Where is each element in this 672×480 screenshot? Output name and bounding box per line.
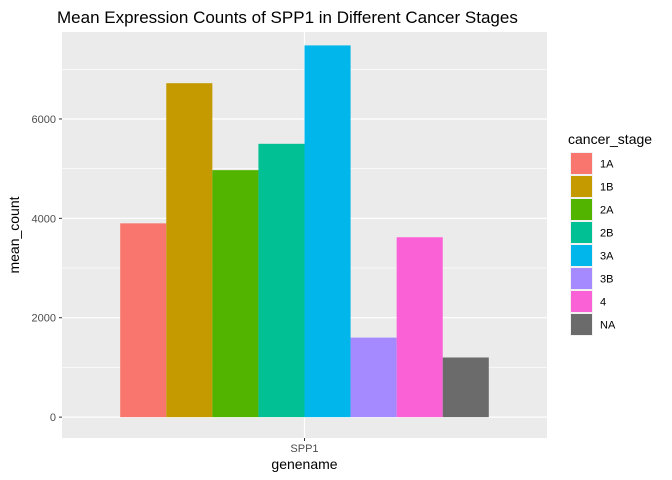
y-axis-title: mean_count	[6, 196, 22, 273]
legend-label: 3B	[600, 274, 613, 286]
legend-label: 2A	[600, 205, 614, 217]
y-tick-label: 2000	[32, 313, 56, 325]
legend-swatch-1a	[571, 153, 592, 174]
y-axis: 0 2000 4000 6000	[32, 114, 62, 424]
bars	[120, 45, 489, 418]
legend-title: cancer_stage	[568, 131, 652, 147]
legend-swatch-2a	[571, 199, 592, 220]
bar-2a	[212, 170, 259, 418]
legend-label: 2B	[600, 228, 613, 240]
x-axis: SPP1	[290, 438, 319, 455]
y-tick-label: 6000	[32, 114, 56, 126]
legend-swatch-3a	[571, 245, 592, 266]
legend-label: 3A	[600, 251, 614, 263]
bar-2b	[258, 143, 305, 418]
bar-1a	[120, 223, 167, 418]
legend: cancer_stage 1A 1B 2A 2B 3A 3B 4 NA	[568, 131, 652, 336]
bar-4	[396, 237, 443, 418]
legend-swatch-4	[571, 291, 592, 312]
legend-label: NA	[600, 320, 616, 332]
bar-1b	[166, 83, 213, 418]
y-tick-label: 0	[50, 412, 56, 424]
legend-swatch-3b	[571, 268, 592, 289]
bar-3a	[304, 45, 351, 418]
legend-label: 4	[600, 297, 606, 309]
legend-swatch-1b	[571, 176, 592, 197]
y-tick-label: 4000	[32, 213, 56, 225]
legend-label: 1B	[600, 182, 613, 194]
chart-title: Mean Expression Counts of SPP1 in Differ…	[57, 8, 518, 27]
legend-swatch-2b	[571, 222, 592, 243]
bar-na	[442, 357, 489, 418]
x-tick-label: SPP1	[290, 443, 318, 455]
x-axis-title: genename	[271, 456, 337, 472]
legend-swatch-na	[571, 314, 592, 335]
legend-label: 1A	[600, 159, 614, 171]
bar-3b	[350, 337, 397, 418]
